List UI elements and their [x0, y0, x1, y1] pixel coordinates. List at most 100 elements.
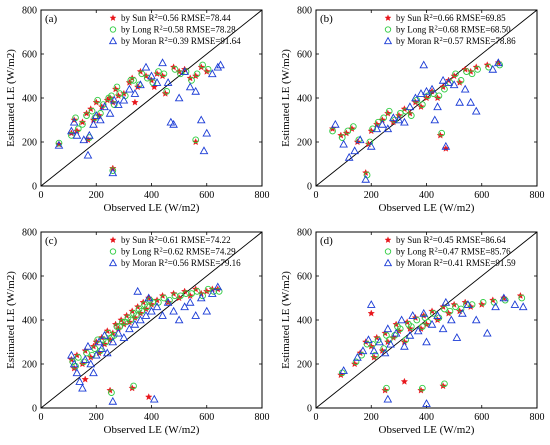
legend-entry-moran: by Moran R2=0.41 RMSE=91.59 — [396, 258, 516, 268]
moran-point — [433, 311, 442, 319]
moran-point — [366, 141, 376, 150]
long-point — [424, 92, 432, 100]
sun-point — [436, 131, 444, 139]
moran-point — [72, 368, 82, 377]
x-axis-label: Observed LE (W/m2) — [104, 202, 200, 214]
moran-point — [353, 352, 362, 361]
sun-point — [367, 342, 375, 350]
moran-point — [196, 293, 206, 302]
long-point — [369, 340, 376, 348]
long-point — [127, 316, 135, 324]
x-tick-label: 800 — [255, 412, 270, 423]
long-point — [113, 83, 121, 91]
long-point — [192, 136, 200, 144]
long-point — [396, 110, 404, 117]
moran-point — [452, 333, 462, 341]
long-point — [113, 323, 121, 330]
moran-point — [86, 359, 96, 368]
legend-entry-long: by Long R2=0.68 RMSE=68.50 — [396, 25, 511, 35]
sun-point — [131, 98, 139, 106]
y-tick-label: 0 — [307, 404, 312, 415]
sun-point — [370, 353, 378, 361]
moran-point — [438, 324, 448, 333]
moran-point — [96, 115, 105, 124]
long-point — [132, 312, 140, 319]
moran-point — [105, 108, 115, 117]
sun-point — [381, 386, 389, 394]
moran-point — [133, 286, 143, 295]
y-tick-label: 0 — [307, 182, 312, 193]
long-point — [74, 125, 82, 133]
sun-point — [351, 360, 359, 368]
sun-point — [411, 98, 420, 106]
moran-point — [91, 111, 101, 119]
moran-point — [158, 58, 167, 67]
sun-point — [111, 85, 120, 93]
sun-point — [164, 298, 172, 306]
long-point — [407, 112, 415, 119]
long-point — [193, 288, 201, 295]
moran-point — [471, 106, 481, 115]
moran-point — [108, 337, 118, 346]
legend-entry-sun: by Sun R2=0.66 RMSE=69.85 — [396, 13, 506, 23]
legend-marker-moran — [383, 258, 393, 267]
one-to-one-line — [40, 9, 263, 187]
long-point — [144, 74, 151, 82]
long-point — [166, 296, 173, 304]
sun-point — [145, 393, 153, 401]
moran-point — [100, 330, 109, 339]
moran-point — [422, 86, 431, 95]
moran-point — [339, 139, 348, 148]
sun-point — [456, 78, 464, 86]
legend-entry-long: by Long R2=0.58 RMSE=78.28 — [121, 25, 236, 35]
sun-point — [444, 309, 453, 317]
long-point — [204, 285, 212, 293]
moran-point — [380, 348, 390, 357]
moran-point — [455, 97, 464, 106]
panel-b: 0 200 400 600 800 0 200 400 600 800 Observed LE (W… — [280, 6, 545, 215]
sun-point — [175, 294, 183, 302]
moran-point — [372, 124, 382, 133]
legend-marker-sun — [384, 236, 392, 243]
moran-point — [119, 95, 129, 104]
long-point — [188, 77, 195, 84]
y-tick-label: 400 — [297, 94, 312, 105]
long-point — [329, 127, 336, 135]
moran-point — [67, 126, 76, 135]
moran-point — [147, 71, 156, 80]
y-axis-label: Estimated LE (W/m2) — [280, 49, 292, 147]
sun-point — [433, 94, 442, 102]
sun-point — [406, 325, 414, 332]
moran-point — [136, 315, 145, 324]
moran-point — [216, 60, 225, 69]
moran-point — [91, 350, 101, 359]
x-tick-label: 400 — [419, 190, 434, 201]
moran-point — [438, 75, 448, 84]
long-point — [110, 101, 118, 108]
moran-point — [493, 58, 503, 67]
long-point — [468, 70, 476, 78]
long-point — [127, 77, 135, 84]
moran-point — [377, 119, 387, 128]
x-axis-label: Observed LE (W/m2) — [379, 202, 475, 214]
moran-point — [430, 115, 440, 124]
long-point — [68, 132, 75, 139]
sun-point — [203, 287, 211, 295]
moran-point — [386, 339, 395, 348]
moran-point — [383, 394, 393, 403]
sun-point — [186, 292, 194, 299]
x-tick-label: 0 — [314, 190, 319, 201]
legend-entry-moran: by Moran R2=0.56 RMSE=79.16 — [121, 258, 241, 268]
moran-point — [460, 84, 470, 93]
x-tick-label: 0 — [314, 412, 319, 423]
moran-point — [158, 311, 167, 319]
y-tick-label: 800 — [22, 6, 37, 17]
y-tick-label: 800 — [22, 228, 37, 239]
x-tick-label: 200 — [89, 190, 104, 201]
moran-point — [466, 97, 476, 106]
long-point — [102, 338, 110, 346]
long-point — [91, 345, 99, 352]
moran-point — [397, 315, 406, 324]
moran-point — [89, 119, 98, 128]
